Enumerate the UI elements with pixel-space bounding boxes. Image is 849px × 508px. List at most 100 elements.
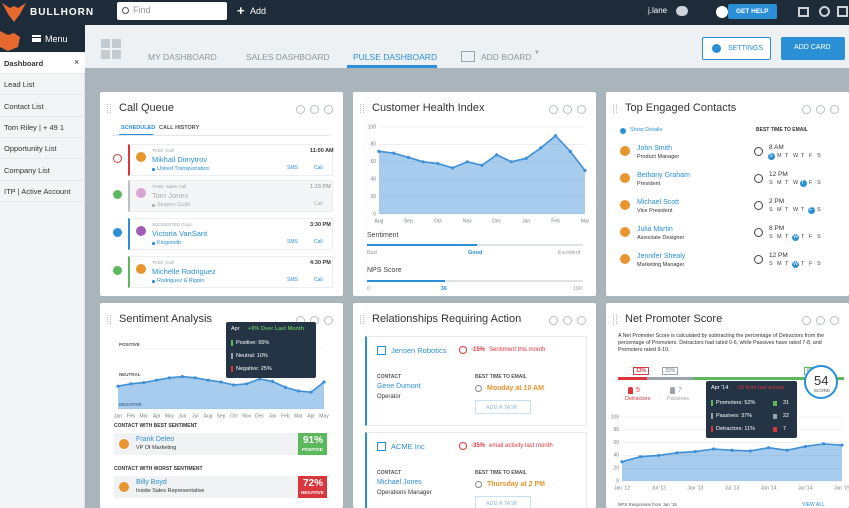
- call-name[interactable]: Mikhail Dimytrov: [152, 155, 208, 164]
- view-all[interactable]: VIEW ALL: [802, 502, 825, 508]
- nps-segment-label: 13%: [633, 367, 650, 375]
- card-action-icon[interactable]: [549, 316, 558, 325]
- contact-name[interactable]: John Smith: [637, 145, 673, 152]
- point: [675, 451, 679, 455]
- sidebar-item[interactable]: Dashboard ×: [0, 53, 85, 74]
- call-row[interactable]: TASK: Sales Call Tom Jones Singers Guild 1:…: [128, 180, 333, 212]
- contact-name[interactable]: Gene Dumont: [377, 383, 421, 390]
- user-name[interactable]: j.lane: [648, 6, 668, 15]
- print-icon[interactable]: [798, 7, 809, 17]
- contact-name[interactable]: Michael Jones: [377, 479, 422, 486]
- card: Relationships Requiring Action Jensen Rob…: [353, 303, 596, 508]
- card-action-icon[interactable]: [577, 316, 586, 325]
- point: [206, 378, 210, 382]
- tab[interactable]: ADD BOARD: [481, 52, 532, 62]
- company-name[interactable]: ACME Inc: [391, 442, 425, 451]
- tab-underline: [347, 65, 437, 68]
- score-label: NEGATIVE: [301, 490, 324, 495]
- x-tick-label: Jan '13: [687, 485, 703, 491]
- card-action-icon[interactable]: [563, 105, 572, 114]
- call-name[interactable]: Victoria VanSant: [152, 229, 208, 238]
- call-company: Rodriguez & Rippin: [157, 277, 205, 284]
- x-tick-label: Oct: [434, 218, 442, 224]
- expand-icon[interactable]: [837, 6, 848, 17]
- contact-name[interactable]: Julia Martin: [637, 226, 673, 233]
- call-action[interactable]: Call: [314, 201, 323, 207]
- card-action-icon[interactable]: [577, 105, 586, 114]
- show-details[interactable]: Show Details: [630, 127, 663, 133]
- point: [392, 151, 396, 155]
- sidebar-item[interactable]: Contact List: [0, 96, 85, 117]
- card-action-icon[interactable]: [816, 316, 825, 325]
- best-time: 2 PM: [769, 198, 785, 205]
- score: 72%: [303, 478, 324, 489]
- add-icon: +: [237, 3, 245, 18]
- chat-icon[interactable]: [676, 6, 688, 16]
- sidebar-item-label: Company List: [4, 165, 50, 175]
- search-box[interactable]: Find: [117, 2, 227, 20]
- contact-row[interactable]: Frank Deleo VP Of Marketing 91% POSITIVE: [114, 433, 327, 455]
- card-action-icon[interactable]: [802, 316, 811, 325]
- point: [421, 160, 425, 164]
- menu-label[interactable]: Menu: [45, 34, 68, 44]
- add-task-button[interactable]: ADD A TASK: [475, 496, 531, 508]
- nps-segment: [618, 377, 648, 380]
- card-action-icon[interactable]: [296, 105, 305, 114]
- sidebar-item[interactable]: Tom Riley | + 49 1: [0, 117, 85, 138]
- point: [245, 382, 249, 386]
- contact-heading: CONTACT WITH WORST SENTIMENT: [114, 466, 203, 472]
- card-action-icon[interactable]: [830, 316, 839, 325]
- x-tick-label: Sep: [217, 413, 226, 419]
- add-task-button[interactable]: ADD A TASK: [475, 400, 531, 414]
- weekday: T: [785, 261, 789, 267]
- card-action-icon[interactable]: [324, 316, 333, 325]
- company-name[interactable]: Jensen Robotics: [391, 346, 447, 355]
- settings-icon: [712, 44, 721, 53]
- card-action-icon[interactable]: [802, 105, 811, 114]
- queue-tab[interactable]: CALL HISTORY: [159, 125, 200, 131]
- call-row[interactable]: TASK: Call Mikhail Dimytrov United Transpo…: [128, 144, 334, 176]
- tab[interactable]: SALES DASHBOARD: [246, 52, 330, 62]
- contact-name[interactable]: Michael Scott: [637, 199, 680, 206]
- help-button[interactable]: GET HELP: [728, 4, 777, 19]
- call-action[interactable]: SMS: [287, 239, 298, 245]
- status-icon: [113, 190, 122, 199]
- contact-name[interactable]: Bethany Graham: [637, 172, 690, 179]
- contact-row[interactable]: Billy Boyd Inside Sales Representative 72%…: [114, 476, 327, 498]
- card-action-icon[interactable]: [816, 105, 825, 114]
- time-icon: [475, 385, 482, 392]
- y-tick-label: 40: [613, 453, 619, 459]
- sidebar-item[interactable]: Opportunity List: [0, 138, 85, 160]
- queue-tab[interactable]: SCHEDULED: [121, 125, 156, 131]
- call-action[interactable]: Call: [314, 165, 323, 171]
- call-action[interactable]: SMS: [287, 277, 298, 283]
- call-row[interactable]: SUGGESTED CALL Victoria VanSant Kingsmith 3…: [128, 218, 333, 250]
- card-action-icon[interactable]: [310, 105, 319, 114]
- sidebar-item[interactable]: Lead List: [0, 74, 85, 96]
- card-action-icon[interactable]: [549, 105, 558, 114]
- refresh-icon[interactable]: [819, 6, 830, 17]
- tab[interactable]: PULSE DASHBOARD: [353, 52, 438, 62]
- x-tick-label: May: [319, 413, 329, 419]
- sidebar-item[interactable]: ITP | Active Account: [0, 181, 85, 202]
- call-action[interactable]: Call: [314, 239, 323, 245]
- status-icon: [113, 266, 122, 275]
- contact-name[interactable]: Jennifer Shealy: [637, 253, 686, 260]
- card-action-icon[interactable]: [563, 316, 572, 325]
- point: [322, 380, 326, 384]
- call-action[interactable]: Call: [314, 277, 323, 283]
- card-action-icon[interactable]: [830, 105, 839, 114]
- settings-button[interactable]: SETTINGS: [702, 37, 771, 60]
- call-row[interactable]: TASK: Call Michelle Rodriguez Rodriguez & …: [128, 256, 333, 288]
- add-button[interactable]: Add: [250, 6, 267, 16]
- call-name[interactable]: Michelle Rodriguez: [152, 267, 216, 276]
- call-name[interactable]: Tom Jones: [152, 191, 189, 200]
- sidebar-item[interactable]: Company List: [0, 160, 85, 181]
- call-action[interactable]: SMS: [287, 165, 298, 171]
- card-action-icon[interactable]: [324, 105, 333, 114]
- x-tick-label: May: [165, 413, 175, 419]
- contact-heading: CONTACT: [377, 374, 402, 380]
- avatar: [136, 152, 146, 162]
- tab[interactable]: MY DASHBOARD: [148, 52, 217, 62]
- add-card-button[interactable]: ADD CARD: [781, 37, 845, 60]
